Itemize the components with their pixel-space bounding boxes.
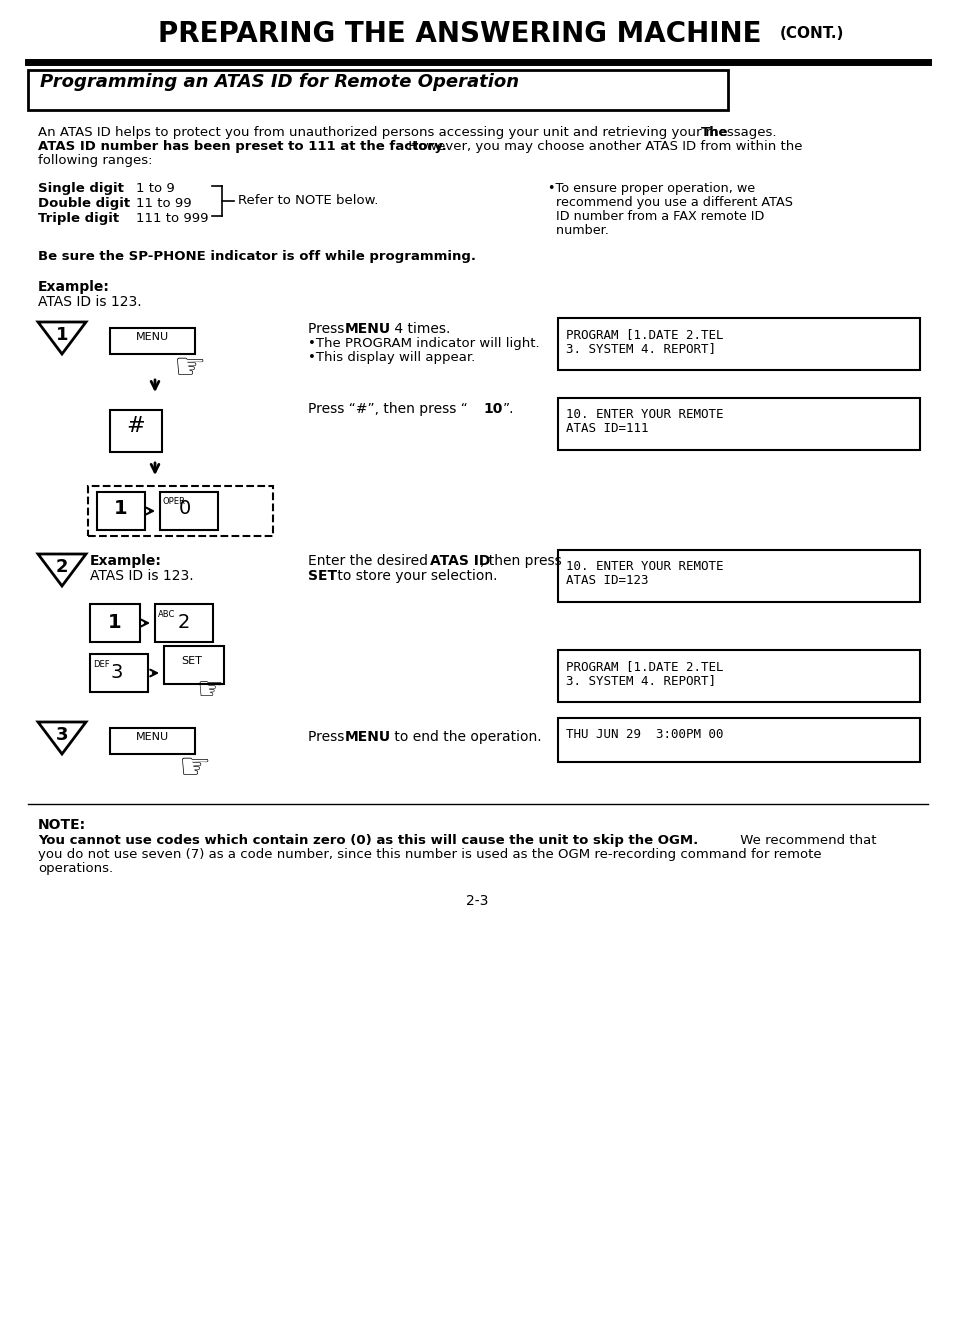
Text: 0: 0 <box>178 499 191 518</box>
Text: 3: 3 <box>55 726 69 744</box>
Text: •To ensure proper operation, we: •To ensure proper operation, we <box>547 182 755 195</box>
Text: •The PROGRAM indicator will light.: •The PROGRAM indicator will light. <box>308 337 539 350</box>
Text: The: The <box>700 126 728 139</box>
Text: An ATAS ID helps to protect you from unauthorized persons accessing your unit an: An ATAS ID helps to protect you from una… <box>38 126 780 139</box>
Bar <box>154 604 213 642</box>
Polygon shape <box>38 553 86 587</box>
Bar <box>164 646 224 683</box>
Text: ☞: ☞ <box>178 750 211 784</box>
Text: However, you may choose another ATAS ID from within the: However, you may choose another ATAS ID … <box>403 141 801 153</box>
Text: You cannot use codes which contain zero (0) as this will cause the unit to skip : You cannot use codes which contain zero … <box>38 833 698 847</box>
Bar <box>558 718 919 762</box>
Bar <box>90 604 140 642</box>
Text: We recommend that: We recommend that <box>735 833 876 847</box>
Bar <box>558 650 919 702</box>
Text: THU JUN 29  3:00PM 00: THU JUN 29 3:00PM 00 <box>565 729 722 740</box>
Text: DEF: DEF <box>92 660 110 669</box>
Text: ATAS ID number has been preset to 111 at the factory.: ATAS ID number has been preset to 111 at… <box>38 141 446 153</box>
Text: Enter the desired: Enter the desired <box>308 553 432 568</box>
Text: ATAS ID: ATAS ID <box>430 553 490 568</box>
Text: Press: Press <box>308 322 349 336</box>
Text: MENU: MENU <box>135 332 169 342</box>
Text: #: # <box>127 415 145 437</box>
Text: MENU: MENU <box>345 730 391 744</box>
Text: 11 to 99: 11 to 99 <box>136 196 192 210</box>
Text: 4 times.: 4 times. <box>390 322 450 336</box>
Bar <box>88 486 273 536</box>
Text: 1: 1 <box>114 499 128 518</box>
Text: •This display will appear.: •This display will appear. <box>308 352 475 364</box>
Text: Single digit: Single digit <box>38 182 124 195</box>
Text: SET: SET <box>181 656 202 666</box>
Bar <box>558 398 919 450</box>
Text: (CONT.): (CONT.) <box>780 27 843 41</box>
Text: ”.: ”. <box>502 402 514 415</box>
Text: MENU: MENU <box>345 322 391 336</box>
Text: Press: Press <box>308 730 349 744</box>
Text: 1: 1 <box>55 326 69 345</box>
Text: ID number from a FAX remote ID: ID number from a FAX remote ID <box>547 210 763 223</box>
Polygon shape <box>38 322 86 354</box>
Text: PREPARING THE ANSWERING MACHINE: PREPARING THE ANSWERING MACHINE <box>158 20 760 48</box>
Bar <box>97 492 145 529</box>
Text: ABC: ABC <box>158 610 175 618</box>
Text: Refer to NOTE below.: Refer to NOTE below. <box>237 194 378 207</box>
Text: ATAS ID is 123.: ATAS ID is 123. <box>90 569 193 583</box>
Text: ATAS ID=111: ATAS ID=111 <box>565 422 648 435</box>
Text: to store your selection.: to store your selection. <box>333 569 497 583</box>
Text: 3. SYSTEM 4. REPORT]: 3. SYSTEM 4. REPORT] <box>565 342 716 356</box>
Text: 10. ENTER YOUR REMOTE: 10. ENTER YOUR REMOTE <box>565 560 722 573</box>
Text: PROGRAM [1.DATE 2.TEL: PROGRAM [1.DATE 2.TEL <box>565 660 722 673</box>
Bar <box>160 492 218 529</box>
Bar <box>110 410 162 453</box>
Text: 1: 1 <box>108 613 122 632</box>
Text: 3. SYSTEM 4. REPORT]: 3. SYSTEM 4. REPORT] <box>565 674 716 687</box>
Bar <box>558 549 919 602</box>
Text: Example:: Example: <box>38 280 110 295</box>
Bar <box>28 70 727 110</box>
Text: 3: 3 <box>111 662 123 682</box>
Text: recommend you use a different ATAS: recommend you use a different ATAS <box>547 196 792 208</box>
Text: 2: 2 <box>55 559 69 576</box>
Bar <box>110 729 194 754</box>
Text: 2-3: 2-3 <box>465 894 488 908</box>
Bar <box>558 318 919 370</box>
Text: Programming an ATAS ID for Remote Operation: Programming an ATAS ID for Remote Operat… <box>40 73 518 92</box>
Polygon shape <box>38 722 86 754</box>
Text: ☞: ☞ <box>173 350 206 384</box>
Text: ☞: ☞ <box>196 675 223 705</box>
Text: PROGRAM [1.DATE 2.TEL: PROGRAM [1.DATE 2.TEL <box>565 328 722 341</box>
Text: number.: number. <box>547 224 608 238</box>
Text: 10: 10 <box>482 402 502 415</box>
Text: NOTE:: NOTE: <box>38 817 86 832</box>
Text: MENU: MENU <box>135 733 169 742</box>
Text: operations.: operations. <box>38 863 113 874</box>
Text: 10. ENTER YOUR REMOTE: 10. ENTER YOUR REMOTE <box>565 407 722 421</box>
Text: Be sure the SP-PHONE indicator is off while programming.: Be sure the SP-PHONE indicator is off wh… <box>38 249 476 263</box>
Bar <box>110 328 194 354</box>
Text: Double digit: Double digit <box>38 196 130 210</box>
Text: Example:: Example: <box>90 553 162 568</box>
Text: ATAS ID=123: ATAS ID=123 <box>565 575 648 587</box>
Text: 1 to 9: 1 to 9 <box>136 182 174 195</box>
Text: Press “#”, then press “: Press “#”, then press “ <box>308 402 467 415</box>
Text: 111 to 999: 111 to 999 <box>136 212 209 226</box>
Text: ATAS ID is 123.: ATAS ID is 123. <box>38 295 141 309</box>
Text: 2: 2 <box>177 613 190 632</box>
Text: , then press: , then press <box>479 553 561 568</box>
Text: following ranges:: following ranges: <box>38 154 152 167</box>
Text: to end the operation.: to end the operation. <box>390 730 541 744</box>
Text: Triple digit: Triple digit <box>38 212 119 226</box>
Text: OPER: OPER <box>163 498 186 506</box>
Text: SET: SET <box>308 569 336 583</box>
Bar <box>90 654 148 691</box>
Text: you do not use seven (7) as a code number, since this number is used as the OGM : you do not use seven (7) as a code numbe… <box>38 848 821 861</box>
